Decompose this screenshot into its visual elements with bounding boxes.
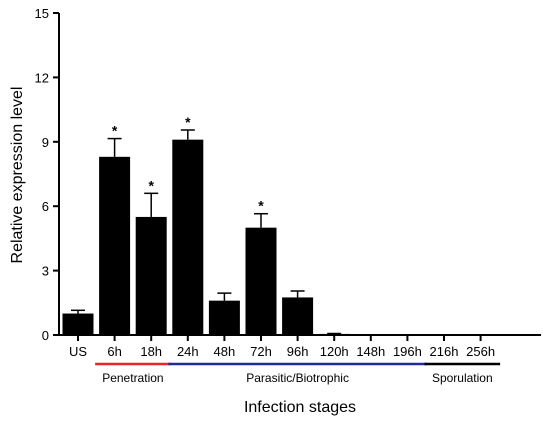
- x-tick-label: 256h: [466, 344, 495, 359]
- x-tick-label: 72h: [250, 344, 272, 359]
- bar: [135, 216, 167, 335]
- stage-label: Sporulation: [432, 371, 493, 385]
- bars: * * * *: [62, 114, 497, 336]
- y-axis-title: Relative expression level: [9, 87, 26, 264]
- x-axis: US 6h 18h 24h 48h 72h 96h 120h 148h 196h 216h 256h: [58, 334, 541, 359]
- x-tick-label: US: [69, 344, 87, 359]
- y-axis: 0 3 6 9 12 15: [35, 6, 60, 343]
- significance-mark: *: [258, 198, 264, 214]
- y-tick-label: 9: [42, 135, 49, 150]
- bar: [245, 227, 277, 335]
- x-tick-label: 96h: [287, 344, 309, 359]
- x-tick-label: 18h: [140, 344, 162, 359]
- x-tick-label: 6h: [107, 344, 121, 359]
- bar: [99, 156, 131, 335]
- y-tick-label: 6: [42, 199, 49, 214]
- y-tick-label: 3: [42, 264, 49, 279]
- stage-label: Parasitic/Biotrophic: [246, 371, 349, 385]
- bar: [282, 297, 314, 335]
- bar: [62, 313, 94, 335]
- bar: [172, 139, 204, 335]
- x-tick-label: 120h: [320, 344, 349, 359]
- significance-mark: *: [148, 177, 154, 193]
- y-tick-label: 12: [35, 70, 49, 85]
- bar: [208, 300, 240, 335]
- x-axis-title: Infection stages: [244, 399, 356, 416]
- y-tick-label: 0: [42, 328, 49, 343]
- x-tick-label: 148h: [356, 344, 385, 359]
- x-tick-label: 48h: [214, 344, 236, 359]
- x-tick-label: 24h: [177, 344, 199, 359]
- significance-mark: *: [185, 114, 191, 130]
- x-tick-label: 216h: [430, 344, 459, 359]
- x-tick-label: 196h: [393, 344, 422, 359]
- y-tick-label: 15: [35, 6, 49, 21]
- stage-label: Penetration: [102, 371, 163, 385]
- significance-mark: *: [112, 123, 118, 139]
- stage-groups: Penetration Parasitic/Biotrophic Sporulati…: [95, 362, 501, 385]
